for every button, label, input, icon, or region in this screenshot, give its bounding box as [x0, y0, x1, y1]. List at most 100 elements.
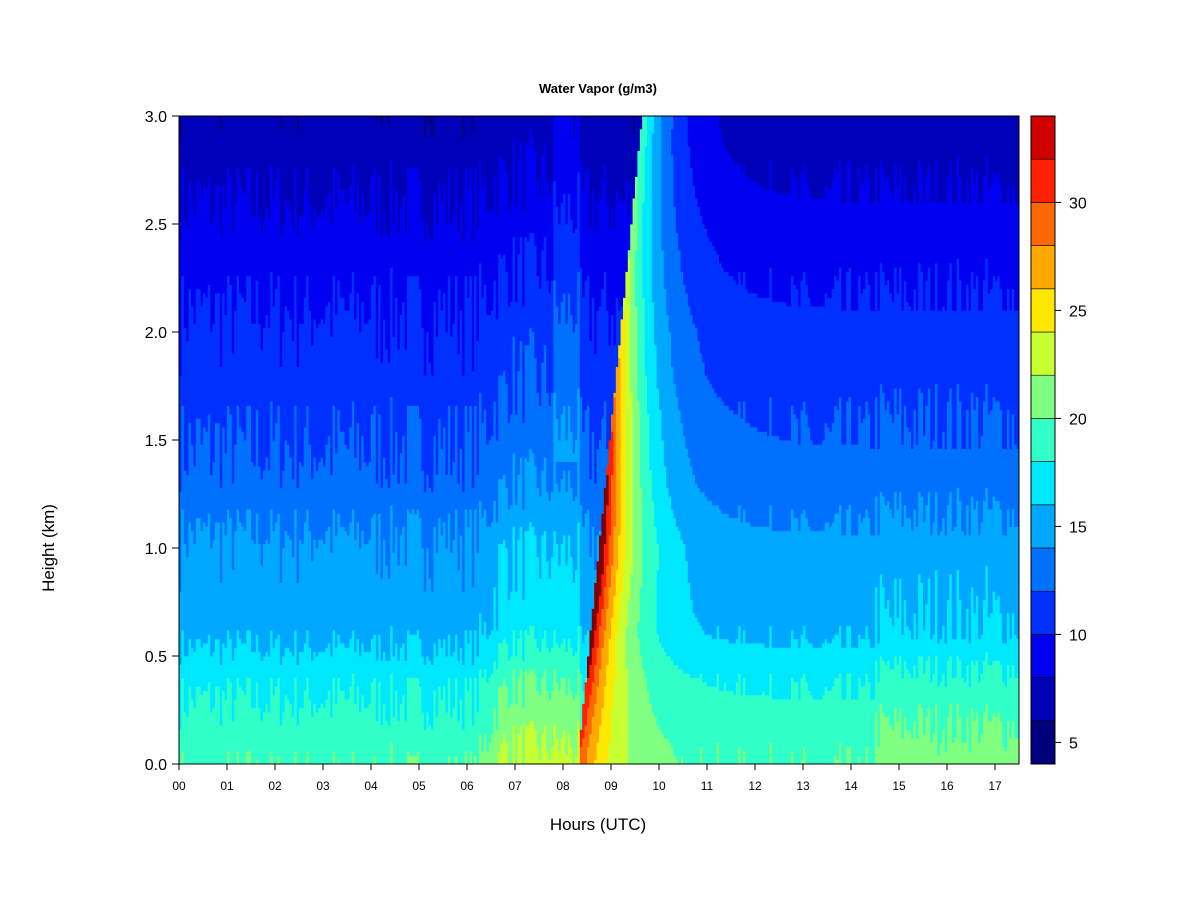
heatmap-cell	[975, 275, 979, 398]
heatmap-cell	[671, 116, 674, 130]
heatmap-cell	[937, 116, 941, 121]
colorbar-segment	[1030, 202, 1056, 246]
heatmap-cell	[599, 440, 602, 532]
heatmap-cell	[875, 167, 878, 272]
heatmap-cell	[997, 401, 1001, 501]
heatmap-cell	[258, 707, 261, 765]
heatmap-cell	[349, 638, 353, 687]
heatmap-cell	[234, 647, 237, 700]
heatmap-cell	[894, 267, 897, 389]
heatmap-cell	[447, 513, 451, 635]
heatmap-cell	[767, 189, 770, 298]
heatmap-cell	[409, 275, 413, 406]
heatmap-cell	[356, 116, 360, 121]
heatmap-cell	[279, 366, 283, 488]
heatmap-cell	[426, 224, 429, 333]
heatmap-cell	[500, 543, 504, 644]
heatmap-cell	[932, 440, 936, 523]
heatmap-cell	[467, 526, 470, 644]
heatmap-cell	[270, 509, 273, 631]
heatmap-cell	[253, 323, 257, 467]
heatmap-cell	[419, 418, 422, 519]
heatmap-cell	[215, 686, 218, 765]
heatmap-cell	[260, 349, 264, 480]
heatmap-cell	[229, 116, 233, 177]
heatmap-cell	[735, 116, 739, 164]
heatmap-cell	[884, 180, 888, 285]
heatmap-cell	[815, 198, 818, 307]
heatmap-cell	[613, 595, 617, 683]
heatmap-cell	[539, 651, 542, 696]
heatmap-cell	[855, 444, 859, 536]
heatmap-cell	[618, 116, 621, 121]
heatmap-cell	[711, 245, 715, 389]
heatmap-cell	[356, 293, 360, 424]
x-tick-label: 16	[940, 779, 954, 793]
heatmap-cell	[263, 219, 266, 329]
heatmap-cell	[462, 491, 465, 592]
heatmap-cell	[1014, 310, 1017, 445]
heatmap-cell	[589, 664, 593, 696]
heatmap-cell	[767, 435, 770, 527]
heatmap-cell	[915, 677, 919, 739]
y-tick-label: 2.5	[145, 217, 167, 234]
heatmap-cell	[258, 215, 261, 324]
heatmap-cell	[515, 703, 518, 765]
heatmap-cell	[445, 116, 449, 121]
heatmap-cell	[757, 297, 761, 432]
heatmap-cell	[260, 232, 264, 350]
x-tick-label: 13	[796, 779, 810, 793]
heatmap-cell	[709, 383, 713, 501]
heatmap-cell	[579, 729, 583, 748]
heatmap-cell	[419, 116, 422, 182]
heatmap-cell	[431, 729, 434, 765]
heatmap-cell	[745, 522, 749, 644]
heatmap-cell	[726, 405, 729, 514]
colorbar-segment	[1030, 720, 1056, 765]
heatmap-cell	[947, 504, 950, 601]
heatmap-cell	[591, 116, 595, 121]
heatmap-cell	[438, 116, 441, 121]
heatmap-cell	[783, 530, 787, 648]
heatmap-cell	[179, 591, 182, 666]
heatmap-cell	[383, 211, 386, 320]
heatmap-cell	[762, 297, 765, 432]
heatmap-cell	[793, 116, 797, 177]
heatmap-cell	[1004, 116, 1008, 121]
heatmap-cell	[1004, 751, 1008, 765]
heatmap-cell	[805, 176, 809, 285]
heatmap-cell	[195, 638, 199, 687]
heatmap-cell	[483, 116, 487, 121]
heatmap-cell	[774, 699, 777, 765]
heatmap-cell	[409, 167, 413, 277]
heatmap-cell	[971, 392, 974, 497]
heatmap-cell	[481, 297, 485, 424]
heatmap-cell	[527, 116, 530, 121]
heatmap-cell	[219, 116, 223, 121]
heatmap-cell	[788, 530, 792, 648]
heatmap-cell	[426, 712, 429, 765]
heatmap-cell	[795, 517, 799, 640]
heatmap-cell	[812, 116, 816, 199]
x-tick-label: 07	[508, 779, 522, 793]
heatmap-cell	[750, 180, 753, 294]
heatmap-cell	[565, 440, 569, 462]
heatmap-cell	[200, 116, 204, 121]
heatmap-cell	[529, 116, 533, 130]
heatmap-cell	[589, 630, 593, 666]
heatmap-cell	[488, 116, 492, 212]
heatmap-cell	[495, 522, 499, 631]
heatmap-cell	[877, 116, 881, 203]
heatmap-cell	[971, 496, 974, 588]
heatmap-cell	[747, 176, 751, 294]
heatmap-cell	[371, 176, 374, 285]
heatmap-cell	[788, 647, 792, 700]
heatmap-cell	[591, 431, 595, 527]
heatmap-cell	[471, 664, 475, 726]
heatmap-cell	[347, 116, 350, 203]
heatmap-cell	[591, 116, 595, 190]
heatmap-cell	[243, 193, 247, 303]
heatmap-cell	[659, 116, 662, 121]
heatmap-cell	[663, 465, 667, 653]
